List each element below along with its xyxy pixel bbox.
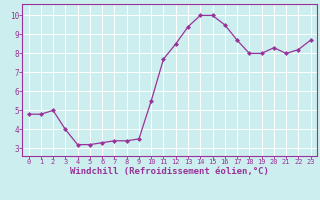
X-axis label: Windchill (Refroidissement éolien,°C): Windchill (Refroidissement éolien,°C) xyxy=(70,167,269,176)
